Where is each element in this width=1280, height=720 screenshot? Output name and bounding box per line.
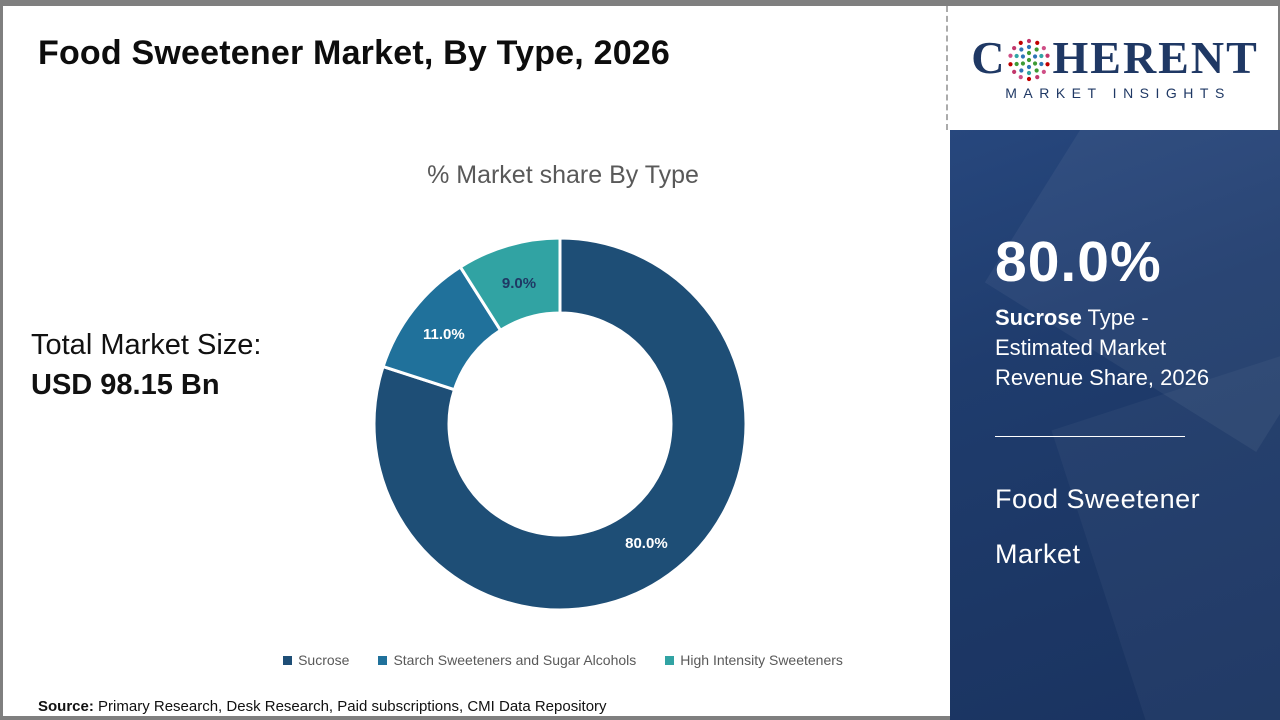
donut-chart: 80.0% 11.0% 9.0%: [367, 228, 753, 614]
donut-chart-svg: 80.0% 11.0% 9.0%: [372, 236, 748, 612]
legend-item: High Intensity Sweeteners: [665, 652, 843, 668]
legend-item: Starch Sweeteners and Sugar Alcohols: [378, 652, 636, 668]
frame-border-top: [0, 0, 1280, 6]
logo-letters-rest: HERENT: [1052, 32, 1259, 83]
logo-subtitle: MARKET INSIGHTS: [1005, 85, 1231, 101]
frame-border-bottom: [0, 716, 1280, 720]
sidebar: 80.0% Sucrose Type - Estimated Market Re…: [950, 130, 1280, 720]
legend-marker: [378, 655, 388, 665]
main-content-area: Food Sweetener Market, By Type, 2026 % M…: [3, 6, 948, 716]
source-label: Source:: [38, 698, 94, 715]
logo-letter-c: C: [971, 32, 1007, 83]
donut-slice-label: 80.0%: [625, 535, 668, 552]
total-market-size-block: Total Market Size: USD 98.15 Bn: [31, 329, 261, 402]
sidebar-highlight-description: Sucrose Type - Estimated Market Revenue …: [995, 303, 1250, 393]
donut-slice-high-intensity-sweeteners: [458, 236, 562, 332]
logo-panel: C HERENT MARKET INSIGHTS: [950, 6, 1280, 130]
source-text: Primary Research, Desk Research, Paid su…: [93, 698, 607, 715]
sidebar-highlight-value: 80.0%: [995, 230, 1162, 294]
donut-slice-label: 9.0%: [502, 275, 536, 292]
donut-slice-sucrose: [372, 236, 748, 612]
legend-label: High Intensity Sweeteners: [680, 652, 843, 668]
legend-item: Sucrose: [283, 652, 349, 668]
source-line: Source: Primary Research, Desk Research,…: [38, 698, 607, 715]
donut-slice-label: 11.0%: [423, 326, 465, 343]
legend-marker: [665, 655, 675, 665]
logo-globe-dots-icon: [1008, 38, 1051, 82]
frame-border-right: [1278, 0, 1280, 130]
sidebar-market-name: Food Sweetener Market: [995, 484, 1201, 569]
sidebar-highlight-bold: Sucrose: [995, 305, 1082, 330]
sidebar-content: 80.0% Sucrose Type - Estimated Market Re…: [950, 130, 1280, 582]
chart-legend: Sucrose Starch Sweeteners and Sugar Alcoh…: [233, 652, 893, 668]
sidebar-divider-line: [995, 436, 1185, 437]
logo-dashed-divider: [946, 6, 948, 130]
legend-label: Starch Sweeteners and Sugar Alcohols: [393, 652, 637, 668]
page-title: Food Sweetener Market, By Type, 2026: [38, 34, 671, 72]
legend-marker: [283, 655, 293, 665]
chart-title: % Market share By Type: [427, 161, 699, 189]
sidebar-highlight-rest: Type - Estimated Market Revenue Share, 2…: [995, 305, 1210, 390]
total-market-size-value: USD 98.15 Bn: [31, 369, 220, 401]
frame-border-left: [0, 0, 3, 720]
legend-label: Sucrose: [298, 652, 350, 668]
coherent-logo: C HERENT: [971, 32, 1259, 83]
total-market-size-label: Total Market Size:: [31, 329, 262, 361]
